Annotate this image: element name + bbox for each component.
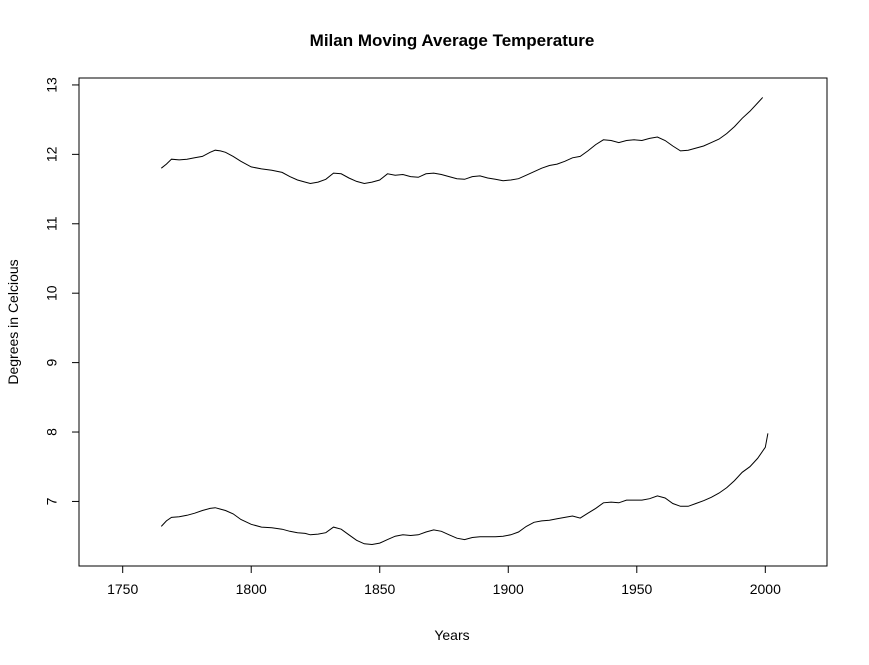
plot-area-frame [78,77,828,567]
series-line-lower [160,433,769,546]
chart-title: Milan Moving Average Temperature [310,31,595,50]
x-axis-label: Years [434,627,469,643]
y-tick-label: 13 [44,77,60,93]
y-axis: 7 8 9 10 11 12 13 [44,77,80,505]
x-tick-label: 1950 [621,581,652,597]
x-tick-label: 1900 [493,581,524,597]
y-tick-label: 9 [44,359,60,367]
series-line-upper [160,97,764,185]
x-axis: 1750 1800 1850 1900 1950 2000 [107,565,781,597]
series-layer [160,97,769,546]
x-tick-label: 1750 [107,581,138,597]
y-tick-label: 7 [44,497,60,505]
x-tick-label: 1800 [236,581,267,597]
y-tick-label: 10 [44,285,60,301]
y-axis-label: Degrees in Celcious [5,259,21,384]
y-tick-label: 12 [44,146,60,162]
x-tick-label: 2000 [750,581,781,597]
y-tick-label: 11 [44,216,60,231]
x-tick-label: 1850 [364,581,395,597]
y-tick-label: 8 [44,428,60,436]
